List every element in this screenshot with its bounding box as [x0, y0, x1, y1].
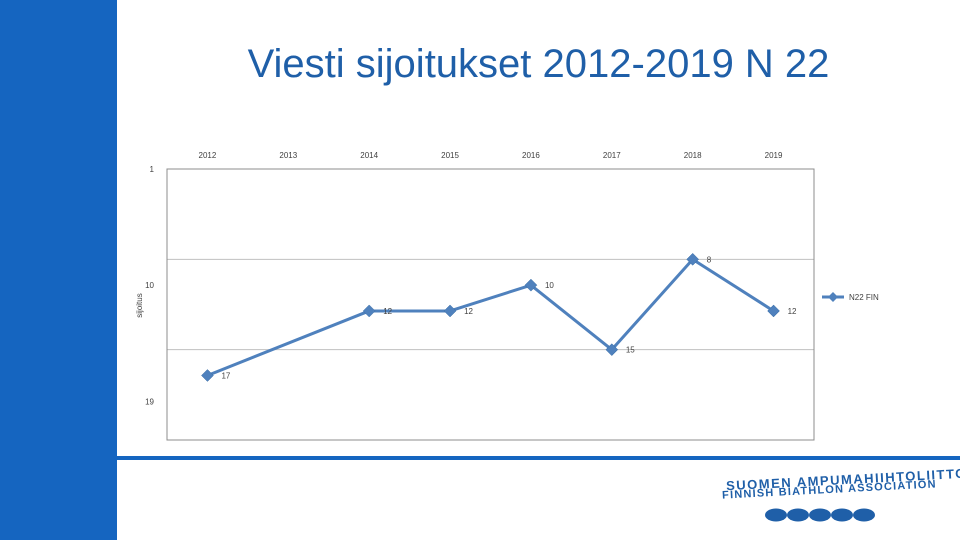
data-label: 10: [545, 281, 554, 290]
data-label: 8: [707, 255, 712, 264]
legend-label: N22 FIN: [849, 293, 879, 302]
data-point-marker: [686, 252, 700, 266]
x-tick-label: 2019: [765, 151, 783, 160]
left-accent-band: [0, 0, 117, 540]
logo-dots: [765, 508, 875, 522]
data-label: 17: [221, 371, 230, 380]
data-point-marker: [605, 343, 619, 357]
logo-dot: [809, 508, 831, 522]
logo-dot: [831, 508, 853, 522]
association-logo: SUOMEN AMPUMAHIIHTOLIITTO FINNISH BIATHL…: [718, 466, 960, 530]
x-tick-label: 2016: [522, 151, 540, 160]
y-axis-label: sijoitus: [135, 293, 144, 317]
x-tick-label: 2017: [603, 151, 621, 160]
logo-dot: [787, 508, 809, 522]
data-point-marker: [443, 304, 457, 318]
data-point-marker: [201, 369, 214, 382]
plot-area-border: [166, 168, 815, 441]
legend-marker: [828, 292, 838, 302]
bottom-divider: [117, 456, 960, 460]
logo-dot: [765, 508, 787, 522]
y-tick-label: 10: [145, 281, 154, 290]
x-tick-label: 2018: [684, 151, 702, 160]
x-tick-label: 2015: [441, 151, 459, 160]
logo-dot: [853, 508, 875, 522]
data-label: 12: [788, 307, 797, 316]
series-line: [206, 257, 775, 377]
y-tick-label: 19: [145, 397, 154, 406]
data-label: 12: [464, 307, 473, 316]
data-label: 12: [383, 307, 392, 316]
data-point-marker: [362, 304, 376, 318]
y-tick-label: 1: [150, 165, 155, 174]
slide-title: Viesti sijoitukset 2012-2019 N 22: [247, 42, 830, 86]
x-tick-label: 2013: [279, 151, 297, 160]
x-tick-label: 2012: [199, 151, 217, 160]
data-label: 15: [626, 346, 635, 355]
x-tick-label: 2014: [360, 151, 378, 160]
data-point-marker: [524, 278, 538, 292]
data-point-marker: [767, 304, 780, 318]
